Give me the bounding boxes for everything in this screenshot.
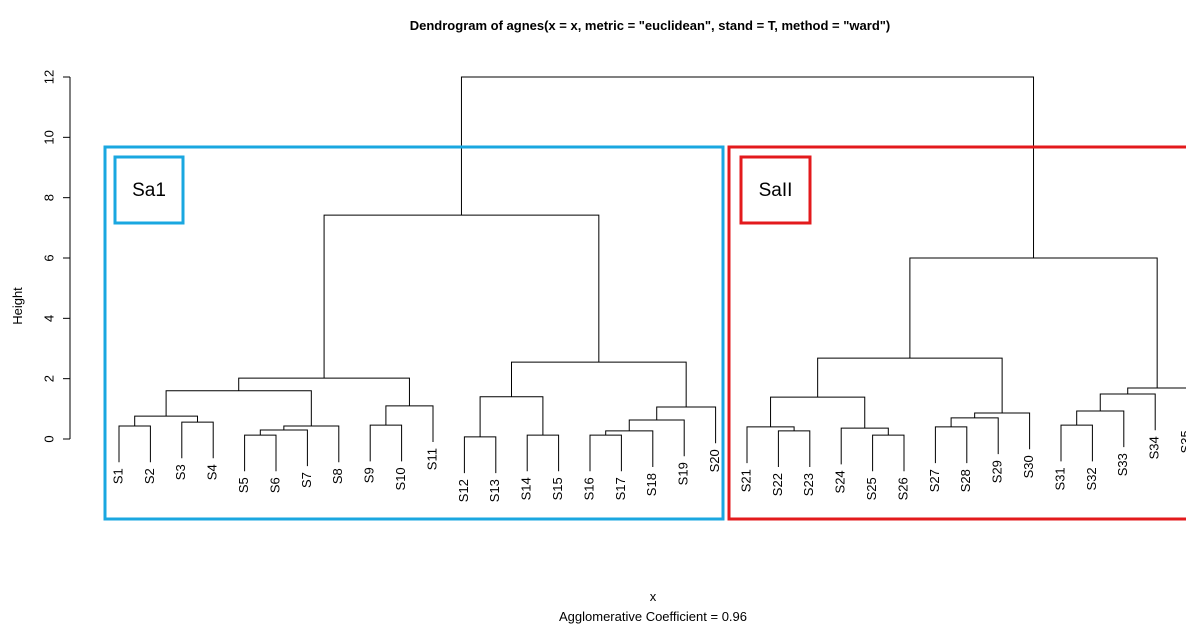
merge: [460, 76, 1035, 258]
merge: [589, 434, 622, 472]
leaf-label: S4: [205, 464, 220, 480]
leaf-label: S16: [581, 477, 596, 500]
leaf-label: S27: [927, 469, 942, 492]
merge: [817, 357, 1003, 414]
merge: [511, 361, 687, 408]
merge: [238, 377, 410, 406]
merge: [118, 425, 151, 463]
leaf-label: S5: [236, 477, 251, 493]
label-box: [113, 155, 185, 225]
leaf-label: S7: [299, 472, 314, 488]
merge: [1060, 424, 1093, 462]
merge: [134, 415, 198, 427]
merge: [385, 405, 434, 443]
merge: [934, 426, 968, 464]
y-tick-label: 6: [41, 254, 56, 261]
leaf-label: S21: [738, 469, 753, 492]
merge: [872, 434, 905, 472]
leaf-label: S23: [801, 473, 816, 496]
chart-title: Dendrogram of agnes(x = x, metric = "euc…: [410, 18, 891, 33]
y-tick-label: 8: [41, 194, 56, 201]
leaf-label: S30: [1021, 455, 1036, 478]
label-box: [739, 155, 812, 225]
leaf-label: S34: [1147, 436, 1162, 459]
merge: [1076, 410, 1125, 448]
merge: [605, 430, 654, 468]
leaf-label: S10: [393, 467, 408, 490]
leaf-label: S24: [833, 470, 848, 493]
merge: [283, 425, 340, 463]
merge: [244, 434, 277, 472]
merge: [656, 406, 717, 444]
merge: [369, 424, 403, 462]
merge: [974, 412, 1031, 450]
merge: [526, 434, 560, 472]
cluster-box: [727, 145, 1186, 521]
y-tick-label: 2: [41, 375, 56, 382]
merge: [777, 430, 811, 468]
y-tick-label: 0: [41, 435, 56, 442]
leaf-label: S2: [142, 468, 157, 484]
leaf-label: S6: [267, 477, 282, 493]
leaf-label: S28: [958, 469, 973, 492]
merge: [950, 417, 999, 455]
merge: [770, 396, 866, 429]
y-tick-label: 12: [41, 70, 56, 84]
merge: [628, 419, 685, 457]
leaf-label: S22: [770, 473, 785, 496]
merge: [746, 426, 795, 464]
leaf-label: S15: [550, 477, 565, 500]
cluster-label: SaII: [759, 180, 793, 201]
leaf-label: S20: [707, 449, 722, 472]
merge: [479, 396, 544, 437]
merge: [323, 214, 600, 379]
leaf-label: S8: [330, 468, 345, 484]
leaf-label: S11: [424, 448, 439, 470]
leaf-label: S18: [644, 473, 659, 496]
merge: [840, 427, 889, 465]
cluster-label: Sa1: [132, 180, 166, 201]
y-tick-label: 10: [41, 130, 56, 144]
leaf-label: S19: [676, 462, 691, 485]
x-axis-label: x: [650, 589, 657, 604]
leaf-label: S3: [173, 464, 188, 480]
merge: [1099, 393, 1156, 431]
leaf-label: S14: [519, 477, 534, 500]
leaf-label: S31: [1052, 467, 1067, 490]
leaf-label: S12: [456, 479, 471, 502]
merge: [1127, 387, 1186, 395]
merge: [909, 257, 1158, 389]
leaf-label: S13: [487, 479, 502, 502]
leaf-label: S32: [1084, 467, 1099, 490]
y-axis-label: Height: [10, 287, 25, 325]
leaf-label: S29: [990, 460, 1005, 483]
cluster-box: [103, 145, 725, 521]
merge: [181, 421, 214, 459]
subtitle: Agglomerative Coefficient = 0.96: [559, 609, 747, 624]
leaf-label: S9: [362, 467, 377, 483]
merge: [165, 390, 312, 427]
y-tick-label: 4: [41, 315, 56, 322]
leaf-label: S17: [613, 477, 628, 500]
leaf-label: S1: [110, 468, 125, 484]
leaf-label: S33: [1115, 453, 1130, 476]
leaf-label: S35: [1178, 430, 1186, 453]
leaf-label: S25: [864, 477, 879, 500]
leaf-label: S26: [895, 477, 910, 500]
merge: [463, 436, 497, 474]
